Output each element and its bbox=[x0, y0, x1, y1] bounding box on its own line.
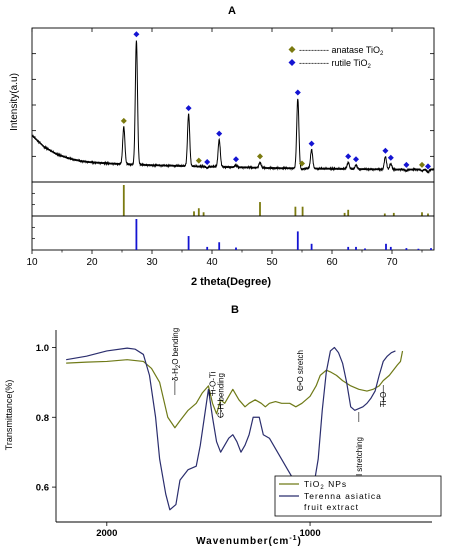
xrd-panel: A Intensity(a.u) 10 20 30 40 50 60 70 2 theta(… bbox=[9, 5, 435, 288]
legend-rutile-marker bbox=[288, 59, 296, 66]
rutile-peak-marker bbox=[133, 31, 140, 38]
annotation-label: Ti-O bbox=[379, 392, 388, 407]
rutile-peak-marker bbox=[308, 140, 315, 147]
ftir-legend: TiO2 NPs Terenna asiatica fruit extract bbox=[274, 475, 442, 517]
anatase-reference-stick bbox=[259, 202, 261, 216]
xrd-y-axis-label: Intensity(a.u) bbox=[9, 73, 20, 131]
anatase-reference-stick bbox=[202, 212, 205, 216]
anatase-reference-stick bbox=[122, 185, 125, 216]
panel-b-label: B bbox=[231, 304, 239, 316]
rutile-reference-stick bbox=[417, 248, 420, 250]
anatase-peak-marker bbox=[419, 161, 425, 168]
rutile-reference-stick bbox=[218, 242, 221, 250]
xrd-legend: ---------- anatase TiO2 ---------- rutil… bbox=[288, 45, 384, 70]
anatase-reference-stick bbox=[343, 212, 346, 216]
xrd-x-tick-label: 10 bbox=[26, 257, 38, 268]
rutile-peak-marker bbox=[204, 159, 211, 166]
xrd-pattern-line bbox=[31, 40, 435, 175]
xrd-x-tick-label: 60 bbox=[326, 257, 338, 268]
ftir-x-axis-label: Wavenumber(cm-1) bbox=[196, 535, 302, 547]
annotation-label: δ-H2O bending bbox=[171, 328, 182, 381]
anatase-reference-stick bbox=[392, 212, 395, 216]
annotation-label: C-H bending bbox=[217, 373, 226, 418]
rutile-reference-stick bbox=[364, 248, 366, 250]
rutile-reference-stick bbox=[310, 243, 313, 250]
anatase-reference-stick bbox=[301, 206, 304, 216]
anatase-peak-marker bbox=[257, 153, 263, 160]
legend-extract-label-line1: Terenna asiatica bbox=[304, 491, 382, 501]
legend-rutile-label: ---------- rutile TiO2 bbox=[299, 58, 372, 70]
xrd-x-tick-label: 20 bbox=[86, 257, 98, 268]
xrd-anatase-reference-frame bbox=[31, 181, 435, 217]
ftir-x-tick-label: 1000 bbox=[299, 528, 320, 539]
xrd-x-tick-label: 50 bbox=[266, 257, 278, 268]
rutile-peak-marker bbox=[425, 163, 431, 170]
rutile-peak-marker bbox=[382, 147, 389, 154]
ftir-y-tick-label: 0.8 bbox=[36, 413, 49, 424]
extract-line bbox=[66, 346, 396, 511]
rutile-reference-stick bbox=[206, 246, 209, 250]
rutile-reference-stick bbox=[347, 246, 350, 250]
anatase-peak-marker bbox=[120, 117, 127, 124]
xrd-x-tick-label: 40 bbox=[206, 257, 218, 268]
rutile-reference-stick bbox=[405, 248, 408, 250]
anatase-peak-marker bbox=[299, 160, 305, 167]
annotation-label: C-Cl stretching bbox=[355, 437, 364, 490]
ftir-y-tick-label: 1.0 bbox=[36, 343, 49, 354]
ftir-y-tick-label: 0.6 bbox=[36, 483, 49, 494]
rutile-reference-stick bbox=[135, 219, 138, 250]
xrd-x-axis-label: 2 theta(Degree) bbox=[191, 276, 271, 288]
rutile-reference-stick bbox=[235, 247, 237, 250]
rutile-peak-marker bbox=[387, 154, 394, 161]
legend-tio2-label: TiO2 NPs bbox=[304, 479, 347, 491]
annotation-label: Ti-O-Ti bbox=[208, 371, 217, 396]
rutile-peak-marker bbox=[345, 153, 352, 160]
ftir-legend-box bbox=[274, 475, 442, 517]
tio2-nps-line bbox=[66, 350, 404, 429]
rutile-peak-marker bbox=[233, 156, 239, 163]
xrd-x-tick-label: 70 bbox=[386, 257, 398, 268]
xrd-rutile-reference-frame bbox=[31, 215, 435, 251]
rutile-reference-stick bbox=[389, 246, 392, 250]
rutile-reference-stick bbox=[355, 246, 357, 250]
ftir-x-tick-label: 2000 bbox=[96, 528, 117, 539]
anatase-reference-stick bbox=[193, 211, 195, 216]
anatase-reference-stick bbox=[427, 213, 429, 216]
rutile-reference-stick bbox=[296, 231, 299, 250]
rutile-peak-marker bbox=[353, 156, 359, 163]
anatase-reference-stick bbox=[197, 208, 200, 216]
rutile-peak-marker bbox=[403, 161, 410, 168]
anatase-reference-stick bbox=[421, 212, 423, 216]
annotation-label: C-O stretch bbox=[296, 350, 305, 391]
anatase-reference-stick bbox=[347, 209, 350, 216]
legend-anatase-label: ---------- anatase TiO2 bbox=[299, 45, 384, 57]
rutile-peak-marker bbox=[185, 105, 192, 112]
rutile-peak-marker bbox=[294, 89, 301, 96]
anatase-reference-stick bbox=[383, 213, 386, 216]
rutile-peak-marker bbox=[216, 130, 223, 137]
legend-anatase-marker bbox=[288, 46, 296, 53]
ftir-y-axis-label: Transmittance(%) bbox=[4, 380, 14, 451]
anatase-reference-stick bbox=[294, 206, 297, 216]
rutile-reference-stick bbox=[187, 236, 190, 250]
panel-a-label: A bbox=[228, 5, 236, 17]
legend-extract-label-line2: fruit extract bbox=[304, 502, 359, 512]
anatase-peak-marker bbox=[195, 157, 202, 164]
xrd-x-tick-label: 30 bbox=[146, 257, 158, 268]
rutile-reference-stick bbox=[385, 243, 387, 250]
ftir-panel: B Transmittance(%) 0.6 0.8 1.0 2000 1000 δ-H… bbox=[4, 304, 442, 547]
rutile-reference-stick bbox=[430, 248, 432, 250]
